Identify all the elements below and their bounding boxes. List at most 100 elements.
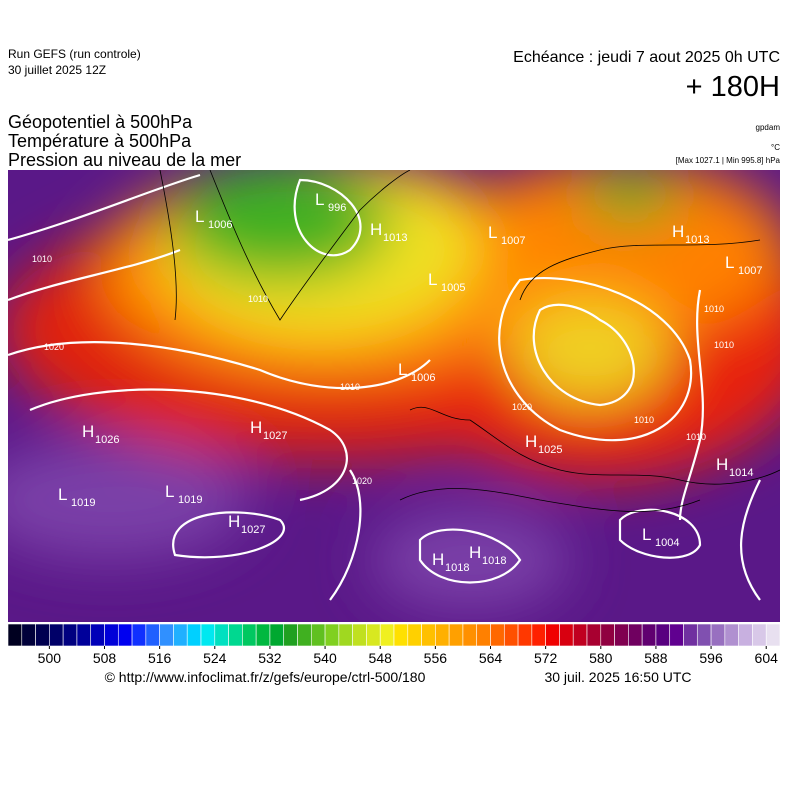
colorbar-label: 548 xyxy=(369,650,393,666)
pressure-type: H xyxy=(716,455,728,474)
colorbar-cell xyxy=(724,623,739,647)
colorbar-label: 596 xyxy=(699,650,723,666)
run-date: 30 juillet 2025 12Z xyxy=(8,63,106,77)
pressure-type: L xyxy=(315,190,324,209)
colorbar-cell xyxy=(379,623,395,647)
pressure-type: H xyxy=(525,432,537,451)
colorbar-cell xyxy=(269,623,285,647)
colorbar-cell xyxy=(600,623,615,647)
field-label: Température à 500hPa xyxy=(8,131,192,151)
pressure-type: H xyxy=(370,220,382,239)
pressure-type: H xyxy=(250,418,262,437)
colorbar-cell xyxy=(531,623,546,647)
pressure-type: L xyxy=(398,360,407,379)
colorbar-cell xyxy=(338,623,353,647)
colorbar-cell xyxy=(186,623,202,647)
colorbar-cell xyxy=(297,623,312,647)
unit: °C xyxy=(771,143,780,152)
pressure-value: 1026 xyxy=(95,434,119,446)
pressure-value: 1013 xyxy=(383,232,407,244)
isobar-label: 1010 xyxy=(32,254,52,264)
colorbar-label: 500 xyxy=(38,650,62,666)
colorbar-label: 572 xyxy=(534,650,558,666)
colorbar-label: 556 xyxy=(424,650,448,666)
colorbar-cell xyxy=(559,623,574,647)
colorbar-cell xyxy=(738,623,753,647)
colorbar-cell xyxy=(324,623,340,647)
colorbar-cell xyxy=(628,623,643,647)
colorbar-label: 524 xyxy=(203,650,227,666)
pressure-type: H xyxy=(432,550,444,569)
pressure-value: 1025 xyxy=(538,444,562,456)
colorbar-cell xyxy=(366,623,381,647)
colorbar-cell xyxy=(669,623,684,647)
colorbar-cell xyxy=(765,623,781,647)
pressure-type: H xyxy=(469,543,481,562)
colorbar-cell xyxy=(173,623,188,647)
colorbar-cell xyxy=(35,623,50,647)
run-label: Run GEFS (run controle) xyxy=(8,47,141,61)
lead-time: + 180H xyxy=(686,71,780,103)
colorbar-cell xyxy=(49,623,64,647)
colorbar-label: 564 xyxy=(479,650,503,666)
colorbar-cell xyxy=(214,623,229,647)
colorbar-cell xyxy=(421,623,436,647)
pressure-range: [Max 1027.1 | Min 995.8] hPa xyxy=(676,156,781,165)
colorbar-cell xyxy=(7,623,23,647)
colorbar-cell xyxy=(435,623,450,647)
colorbar-cell xyxy=(503,623,519,647)
field-label: Pression au niveau de la mer xyxy=(8,150,241,170)
colorbar-cell xyxy=(614,623,629,647)
colorbar-label: 540 xyxy=(313,650,337,666)
pressure-value: 1007 xyxy=(738,265,762,277)
unit: gpdam xyxy=(756,123,781,132)
pressure-value: 1006 xyxy=(411,372,435,384)
pressure-value: 1019 xyxy=(71,497,95,509)
colorbar-label: 516 xyxy=(148,650,172,666)
pressure-value: 1027 xyxy=(263,430,287,442)
colorbar-cell xyxy=(131,623,147,647)
valid-time: Echéance : jeudi 7 aout 2025 0h UTC xyxy=(513,49,780,66)
pressure-type: L xyxy=(642,525,651,544)
colorbar-cell xyxy=(200,623,216,647)
pressure-value: 1013 xyxy=(685,234,709,246)
colorbar-cell xyxy=(76,623,92,647)
colorbar-cell xyxy=(62,623,78,647)
colorbar-cell xyxy=(655,623,671,647)
colorbar-cell xyxy=(476,623,491,647)
colorbar-cell xyxy=(90,623,105,647)
colorbar-cell xyxy=(104,623,119,647)
pressure-type: L xyxy=(488,223,497,242)
colorbar-label: 604 xyxy=(755,650,779,666)
colorbar-cell xyxy=(242,623,257,647)
colorbar-cell xyxy=(407,623,422,647)
generated-time: 30 juil. 2025 16:50 UTC xyxy=(544,669,691,685)
pressure-value: 1018 xyxy=(482,555,506,567)
colorbar-cell xyxy=(586,623,602,647)
colorbar-cell xyxy=(393,623,409,647)
isobar-label: 1020 xyxy=(44,342,64,352)
pressure-value: 1006 xyxy=(208,219,232,231)
colorbar-cell xyxy=(696,623,712,647)
map xyxy=(8,170,780,622)
pressure-value: 996 xyxy=(328,202,346,214)
isobar-label: 1020 xyxy=(352,476,372,486)
pressure-type: L xyxy=(195,207,204,226)
isobar-label: 1010 xyxy=(634,415,654,425)
colorbar-label: 580 xyxy=(589,650,613,666)
pressure-value: 1007 xyxy=(501,235,525,247)
pressure-value: 1005 xyxy=(441,282,465,294)
colorbar-label: 508 xyxy=(93,650,117,666)
pressure-type: L xyxy=(58,485,67,504)
colorbar-cell xyxy=(752,623,767,647)
isobar-label: 1010 xyxy=(248,294,268,304)
pressure-type: L xyxy=(428,270,437,289)
colorbar-cell xyxy=(545,623,560,647)
pressure-value: 1019 xyxy=(178,494,202,506)
pressure-value: 1014 xyxy=(729,467,753,479)
colorbar-cell xyxy=(255,623,271,647)
colorbar-label: 532 xyxy=(258,650,282,666)
colorbar-cell xyxy=(448,623,464,647)
pressure-type: H xyxy=(672,222,684,241)
